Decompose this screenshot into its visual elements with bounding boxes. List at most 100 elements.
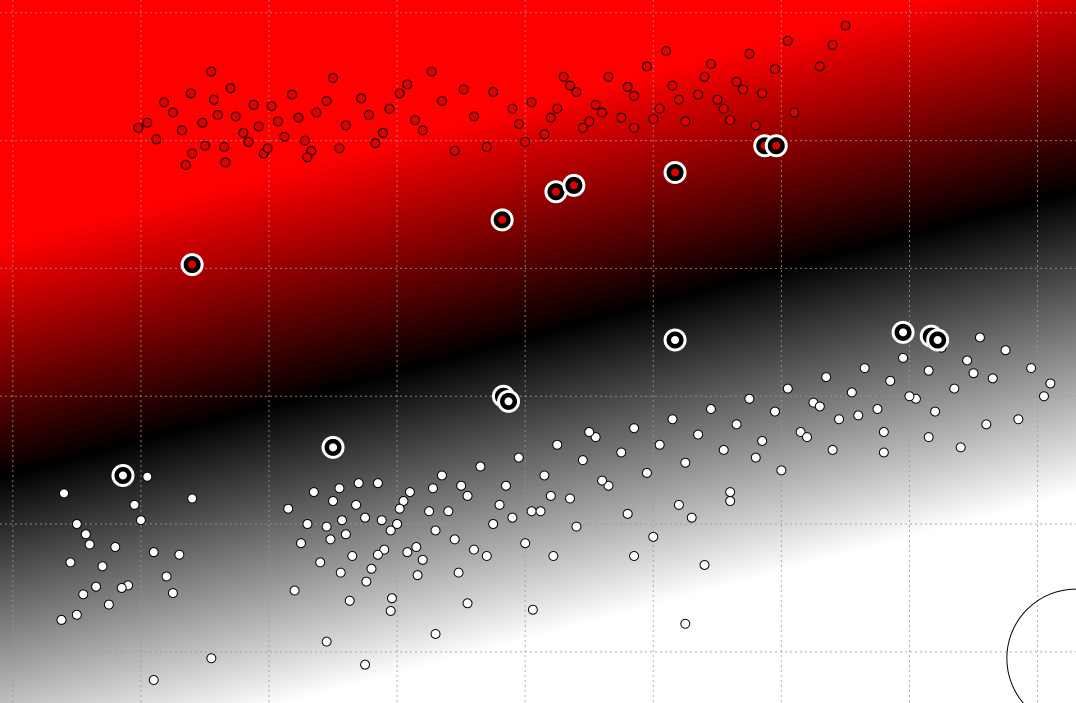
data-point-red (616, 112, 627, 123)
data-point-white (481, 551, 492, 562)
data-point-white (878, 447, 889, 458)
data-point-white (802, 432, 812, 443)
data-point-red (426, 66, 437, 77)
data-point-white (1026, 363, 1037, 374)
data-point-white (56, 614, 67, 625)
data-point-white (827, 444, 838, 455)
data-point-white (686, 512, 697, 523)
data-point-red (744, 48, 755, 59)
data-point-red (705, 58, 716, 69)
data-point-white (654, 439, 665, 450)
data-point-white (315, 557, 326, 568)
data-point-white (103, 599, 114, 610)
data-point-white (597, 475, 608, 486)
data-point-white (693, 429, 704, 440)
data-point-white (731, 419, 742, 430)
data-point-red (208, 94, 219, 105)
data-point-red (142, 117, 153, 128)
data-point-white (565, 493, 576, 504)
data-point-white (392, 519, 403, 530)
data-points (56, 20, 1056, 685)
data-point-red (731, 76, 742, 87)
support-vector-core (568, 180, 579, 191)
data-point-red (321, 95, 332, 106)
data-point-white (584, 427, 595, 438)
support-vector-core (670, 334, 681, 345)
data-point-white (776, 465, 787, 476)
data-point-white (325, 534, 336, 545)
data-point-red (167, 107, 178, 118)
data-point-white (135, 515, 146, 526)
data-point-white (955, 442, 966, 453)
data-point-white (353, 478, 364, 489)
data-point-white (641, 467, 652, 478)
data-point-red (340, 120, 351, 131)
data-point-red (378, 127, 389, 138)
data-point-white (347, 551, 358, 562)
data-point-white (872, 404, 883, 415)
data-point-red (238, 127, 249, 138)
data-point-white (321, 636, 332, 647)
data-point-white (974, 332, 985, 343)
data-point-red (590, 99, 601, 110)
data-point-white (616, 447, 627, 458)
data-point-white (148, 547, 159, 558)
data-point-white (404, 487, 415, 498)
data-point-red (230, 111, 241, 122)
data-point-white (308, 487, 319, 498)
data-point-white (853, 410, 864, 421)
data-point-white (834, 414, 845, 425)
data-point-white (360, 659, 371, 670)
data-point-white (885, 375, 896, 386)
data-point-white (577, 455, 588, 466)
data-point-red (187, 148, 198, 159)
data-point-white (1038, 391, 1049, 402)
data-point-red (363, 110, 374, 121)
support-vector-red (544, 180, 568, 204)
data-point-red (577, 122, 588, 133)
data-point-red (299, 135, 310, 146)
data-point-red (293, 112, 304, 123)
support-vector-core (497, 214, 508, 225)
data-point-red (468, 111, 479, 122)
data-point-red (769, 64, 780, 75)
data-point-red (225, 83, 236, 94)
data-point-white (335, 567, 346, 578)
data-point-red (151, 134, 162, 145)
data-point-white (376, 515, 387, 526)
data-point-white (898, 352, 909, 363)
data-point-red (481, 141, 492, 152)
data-point-white (667, 414, 678, 425)
data-point-red (328, 72, 339, 83)
data-point-red (814, 61, 825, 72)
data-point-white (987, 373, 998, 384)
data-point-red (279, 131, 290, 142)
data-point-red (840, 20, 851, 31)
data-point-white (981, 419, 992, 430)
data-point-red (654, 103, 665, 114)
data-point-red (384, 103, 395, 114)
data-point-white (97, 561, 108, 572)
data-point-white (962, 355, 973, 366)
data-point-red (693, 89, 704, 100)
data-point-white (507, 512, 518, 523)
data-point-white (110, 542, 121, 553)
data-point-white (520, 538, 531, 549)
data-point-red (370, 138, 381, 149)
data-point-white (321, 521, 332, 532)
data-point-white (206, 653, 217, 664)
data-point-white (427, 483, 438, 494)
support-vector-core (187, 259, 198, 270)
data-point-red (402, 79, 413, 90)
data-point-red (507, 103, 518, 114)
data-point-red (513, 118, 524, 129)
data-point-white (488, 519, 499, 530)
data-point-white (795, 427, 806, 438)
data-point-red (488, 87, 499, 98)
data-point-white (535, 506, 546, 517)
data-point-white (161, 571, 172, 582)
data-point-white (545, 490, 556, 501)
data-point-red (539, 129, 550, 140)
data-point-red (417, 125, 428, 136)
data-point-red (220, 157, 231, 168)
